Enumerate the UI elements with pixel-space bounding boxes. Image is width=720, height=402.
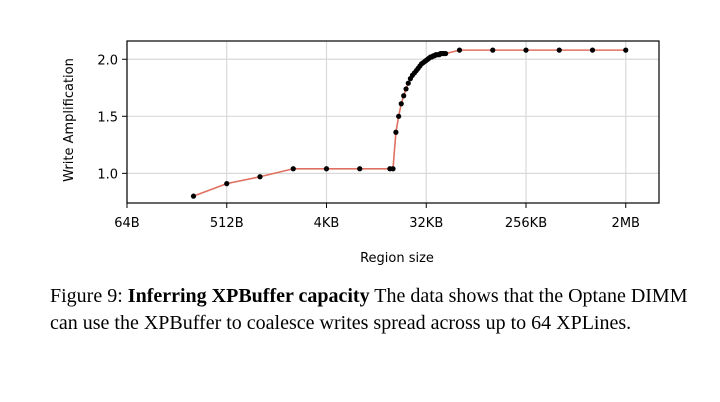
y-tick-label: 2.0 (97, 53, 118, 68)
data-point (290, 166, 296, 172)
data-point (190, 193, 197, 199)
x-tick-label: 32KB (409, 216, 443, 231)
data-point (257, 174, 263, 180)
y-axis-ticks: 1.0 1.5 2.0 (97, 53, 127, 182)
y-axis-label: Write Amplification (62, 58, 77, 182)
x-axis-label: Region size (360, 251, 434, 266)
plot-frame (126, 40, 660, 204)
series-line (193, 49, 626, 197)
data-point (398, 101, 404, 107)
data-point (623, 47, 629, 53)
data-point (390, 166, 396, 172)
x-tick-label: 2MB (612, 216, 640, 231)
data-point (523, 47, 529, 53)
series-markers (190, 47, 629, 199)
data-point (403, 86, 409, 92)
figure-caption: Figure 9: Inferring XPBuffer capacity Th… (50, 283, 700, 337)
data-point (405, 80, 411, 86)
data-point (443, 50, 449, 57)
write-amplification-chart: 64B 512B 4KB 32KB 256KB 2MB 1.0 1.5 2.0 Region … (62, 40, 660, 266)
x-axis-ticks: 64B 512B 4KB 32KB 256KB 2MB (114, 203, 640, 231)
data-point (401, 93, 407, 99)
y-tick-label: 1.0 (97, 167, 118, 182)
x-tick-label: 512B (210, 216, 244, 231)
data-point (323, 166, 330, 172)
data-point (396, 113, 402, 119)
data-point (357, 166, 363, 172)
data-point (393, 129, 399, 135)
caption-body: The data shows that the Optane DIMM can … (50, 285, 688, 334)
grid-lines (126, 41, 659, 203)
x-tick-label: 4KB (314, 216, 340, 231)
series-line-path (193, 49, 626, 197)
data-point (556, 47, 562, 53)
data-point (456, 47, 463, 53)
x-tick-label: 256KB (505, 216, 547, 231)
x-tick-label: 64B (114, 216, 139, 231)
data-point (490, 47, 496, 53)
y-tick-label: 1.5 (97, 110, 118, 125)
data-point (589, 47, 596, 53)
caption-prefix: Figure 9: (50, 285, 128, 307)
caption-title: Inferring XPBuffer capacity (127, 285, 370, 307)
data-point (224, 181, 230, 187)
